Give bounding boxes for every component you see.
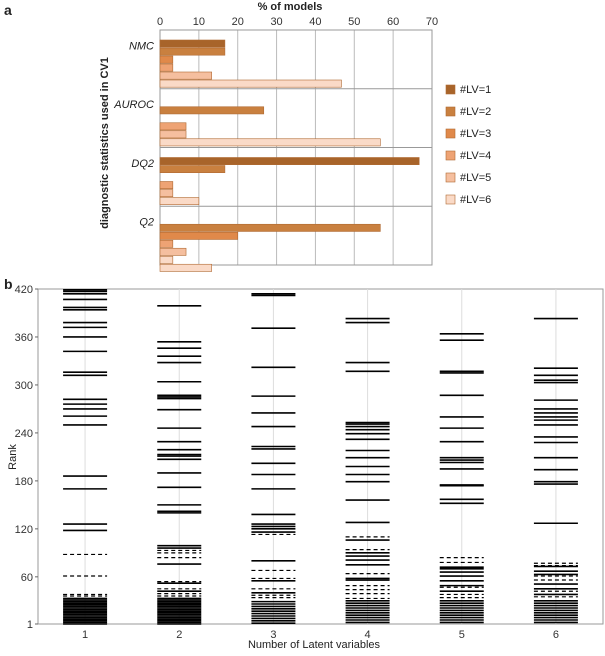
panel-a-legend-swatch (445, 150, 456, 161)
panel-a-bar (159, 106, 265, 115)
panel-a-legend-label: #LV=3 (460, 128, 491, 140)
panel-a-bar (159, 181, 174, 189)
panel-a-legend-label: #LV=4 (460, 150, 491, 162)
panel-a-bar (159, 197, 200, 205)
panel-a-bar (159, 71, 212, 80)
panel-b-x-axis-title: Number of Latent variables (248, 639, 381, 651)
panel-a-legend-label: #LV=5 (460, 172, 491, 184)
panel-a-legend-swatch (445, 172, 456, 183)
panel-a-legend-label: #LV=2 (460, 106, 491, 118)
panel-b-x-tick-label: 1 (82, 629, 88, 641)
panel-a-x-tick-label: 70 (426, 16, 438, 28)
panel-a-bar (159, 189, 174, 197)
panel-a-bar (159, 130, 187, 139)
panel-a-bar (159, 165, 226, 173)
panel-b-x-tick-label: 4 (365, 629, 371, 641)
panel-b-x-tick-label: 6 (553, 629, 559, 641)
panel-b-y-axis-title: Rank (7, 444, 19, 470)
panel-a-bar (159, 247, 187, 256)
panel-b-chart: 1 2 3 4 5 6 1 60 120 180 240 300 360 420 (15, 284, 604, 641)
panel-a-legend-swatch (445, 106, 456, 117)
panel-a-legend-label: #LV=6 (460, 194, 491, 206)
panel-a-bar (159, 255, 174, 264)
panel-a-bar (159, 223, 381, 232)
panel-a-category-label: Q2 (139, 217, 154, 229)
panel-a-x-tick-label: 50 (348, 16, 360, 28)
panel-b-y-tick-label: 60 (21, 572, 33, 584)
panel-a-y-axis-title: diagnostic statistics used in CV1 (99, 57, 111, 229)
panel-b-y-tick-label: 420 (15, 284, 33, 296)
panel-a-x-tick-label: 30 (270, 16, 282, 28)
panel-a-legend-label: #LV=1 (460, 84, 491, 96)
panel-a-bar (159, 239, 174, 248)
panel-a-category-label: NMC (129, 40, 154, 52)
panel-a-category-label: DQ2 (131, 158, 154, 170)
panel-b-y-tick-label: 360 (15, 332, 33, 344)
panel-a-bar (159, 47, 226, 56)
panel-a-x-tick-label: 20 (232, 16, 244, 28)
panel-b-label: b (4, 276, 13, 292)
panel-a-bar (159, 122, 187, 131)
panel-a-label: a (4, 2, 12, 18)
panel-a-legend-swatch (445, 84, 456, 95)
panel-b-y-tick-label: 1 (27, 619, 33, 631)
panel-a-legend: #LV=1 #LV=2 #LV=3 #LV=4 #LV=5 #LV=6 (445, 84, 491, 206)
panel-a-chart: 0 10 20 30 40 50 60 70 NMC AUROC DQ2 Q2 (113, 16, 438, 272)
panel-a-bar (159, 79, 342, 88)
panel-a-x-axis-title: % of models (258, 1, 323, 13)
panel-a-x-tick-label: 0 (157, 16, 163, 28)
panel-b-y-tick-label: 180 (15, 476, 33, 488)
panel-a-bar (159, 55, 174, 64)
panel-b-plot-frame (37, 288, 604, 625)
panel-a-x-tick-label: 40 (309, 16, 321, 28)
panel-a-bar (159, 263, 212, 272)
panel-b-y-tick-label: 300 (15, 380, 33, 392)
panel-b-y-tick-label: 120 (15, 524, 33, 536)
panel-a-x-tick-label: 10 (193, 16, 205, 28)
panel-a-bar (159, 39, 226, 48)
panel-b-x-tick-label: 2 (176, 629, 182, 641)
panel-a-bar (159, 63, 174, 72)
panel-a-legend-swatch (445, 128, 456, 139)
panel-b-x-tick-label: 5 (459, 629, 465, 641)
panel-a-bar (159, 157, 420, 165)
panel-a-bar (159, 138, 381, 147)
panel-a-x-tick-label: 60 (387, 16, 399, 28)
panel-a-bar (159, 231, 239, 240)
panel-b-y-tick-label: 240 (15, 428, 33, 440)
panel-a-category-label: AUROC (113, 99, 154, 111)
panel-b-x-tick-label: 3 (270, 629, 276, 641)
panel-a-legend-swatch (445, 194, 456, 205)
